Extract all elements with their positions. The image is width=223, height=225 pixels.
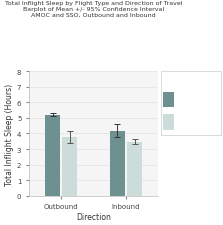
Text: Flight: Flight <box>165 86 187 94</box>
X-axis label: Direction: Direction <box>76 212 111 221</box>
Text: AMOC: AMOC <box>177 97 198 103</box>
Bar <box>45 115 60 196</box>
Bar <box>62 137 78 196</box>
Text: Total Inflight Sleep by Flight Type and Direction of Travel
Barplot of Mean +/- : Total Inflight Sleep by Flight Type and … <box>5 1 182 18</box>
Bar <box>110 131 125 196</box>
Y-axis label: Total Inflight Sleep (Hours): Total Inflight Sleep (Hours) <box>5 83 14 185</box>
Text: SSO: SSO <box>177 120 191 126</box>
Bar <box>127 142 142 196</box>
